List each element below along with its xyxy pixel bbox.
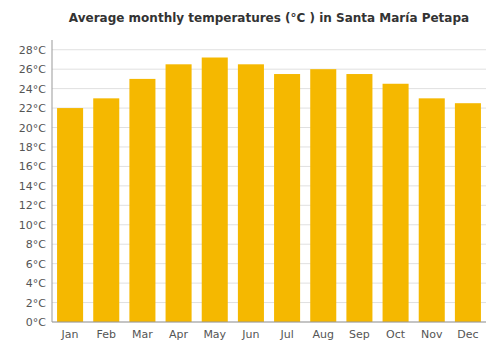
x-tick-label: Sep [349,328,370,341]
bar [274,74,300,322]
x-axis-line [52,322,486,323]
bar [419,98,445,322]
background [0,0,500,350]
y-tick-label: 4°C [26,277,46,290]
bar [202,58,228,322]
x-tick-label: Aug [313,328,334,341]
x-tick-label: Nov [421,328,443,341]
x-tick-label: Jan [61,328,79,341]
title: Average monthly temperatures (°C ) in Sa… [69,11,469,25]
bar [93,98,119,322]
x-tick-label: Feb [97,328,116,341]
x-tick-label: Jun [241,328,259,341]
bar [310,69,336,322]
y-tick-label: 10°C [19,219,46,232]
y-tick-label: 12°C [19,199,46,212]
bar [166,64,192,322]
y-tick-label: 8°C [26,238,46,251]
y-tick-label: 22°C [19,102,46,115]
bars [57,58,481,322]
y-tick-label: 6°C [26,258,46,271]
y-axis: 0°C 2°C 4°C 6°C 8°C 10°C 12°C 14°C 16°C 18°C 20°C 2… [19,40,486,329]
y-tick-label: 0°C [26,316,46,329]
y-tick-label: 16°C [19,160,46,173]
bar [455,103,481,322]
x-tick-label: Oct [386,328,406,341]
y-tick-label: 18°C [19,141,46,154]
y-tick-label: 26°C [19,63,46,76]
x-tick-label: Dec [457,328,478,341]
x-tick-label: Apr [169,328,189,341]
x-tick-label: Mar [132,328,153,341]
bar [129,79,155,322]
y-axis-line [52,40,53,322]
x-tick-label: Jul [279,328,293,341]
bar [346,74,372,322]
bar [57,108,83,322]
y-tick-label: 2°C [26,297,46,310]
y-tick-label: 14°C [19,180,46,193]
grid-line [52,88,486,89]
grid-line [52,49,486,50]
bar [238,64,264,322]
grid-line [52,322,486,323]
y-tick-label: 28°C [19,44,46,57]
y-tick-label: 20°C [19,122,46,135]
grid-line [52,69,486,70]
y-tick-label: 24°C [19,83,46,96]
bar [383,84,409,322]
chart: Average monthly temperatures (°C ) in Sa… [0,0,500,350]
x-axis: Jan Feb Mar Apr May Jun Jul Aug Sep Oct Nov Dec [52,322,486,341]
x-tick-label: May [203,328,226,341]
